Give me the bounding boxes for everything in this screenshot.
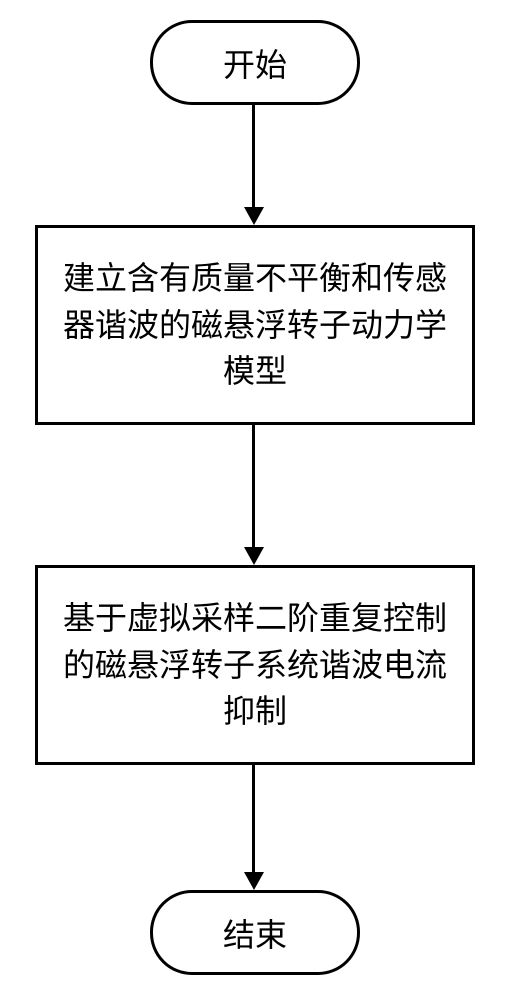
- arrow-1-line: [252, 105, 255, 207]
- start-label: 开始: [223, 40, 287, 86]
- arrow-3-head: [244, 872, 264, 890]
- process-1-label: 建立含有质量不平衡和传感器谐波的磁悬浮转子动力学模型: [63, 255, 447, 394]
- arrow-2-line: [252, 425, 255, 547]
- end-label: 结束: [223, 910, 287, 956]
- arrow-1-container: [20, 105, 488, 225]
- process-2-node: 基于虚拟采样二阶重复控制的磁悬浮转子系统谐波电流抑制: [35, 565, 475, 765]
- process-2-label: 基于虚拟采样二阶重复控制的磁悬浮转子系统谐波电流抑制: [63, 595, 447, 734]
- flowchart-container: 开始 建立含有质量不平衡和传感器谐波的磁悬浮转子动力学模型 基于虚拟采样二阶重复…: [20, 20, 488, 975]
- process-1-node: 建立含有质量不平衡和传感器谐波的磁悬浮转子动力学模型: [35, 225, 475, 425]
- arrow-3-container: [20, 765, 488, 890]
- arrow-1-head: [244, 207, 264, 225]
- end-node: 结束: [150, 890, 360, 975]
- start-node: 开始: [150, 20, 360, 105]
- arrow-2-container: [20, 425, 488, 565]
- arrow-2-head: [244, 547, 264, 565]
- arrow-3-line: [252, 765, 255, 872]
